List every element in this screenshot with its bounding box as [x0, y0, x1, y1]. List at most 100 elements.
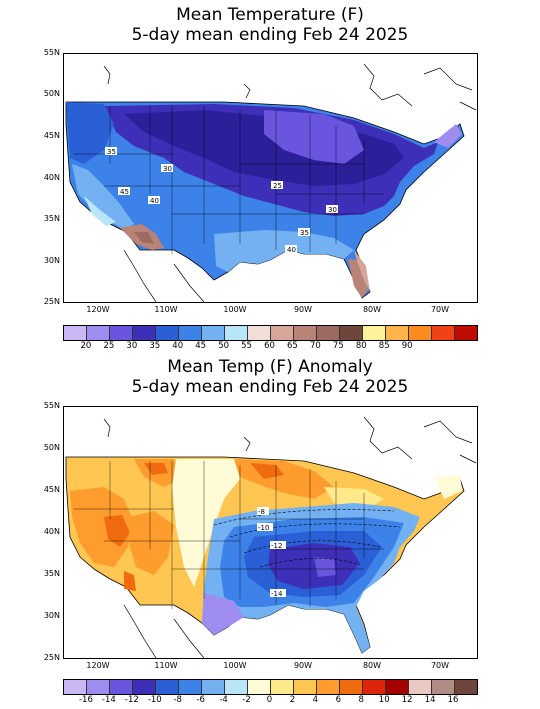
- bottom-subtitle: 5-day mean ending Feb 24 2025: [131, 377, 409, 397]
- contour-label: -14: [271, 590, 283, 598]
- colorbar-label: 40: [172, 341, 184, 351]
- lat-label: 40N: [43, 173, 60, 182]
- colorbar-label: 45: [195, 341, 207, 351]
- top-temperature-map: 35 30 45 40 25 30 35 40: [64, 54, 477, 302]
- contour-label: -12: [271, 542, 282, 550]
- colorbar-swatch: [317, 680, 340, 694]
- colorbar-swatch: [455, 326, 477, 340]
- colorbar-swatch: [340, 326, 363, 340]
- bottom-anomaly-map: -8 -10 -12 -14: [64, 407, 477, 658]
- colorbar-swatch: [87, 680, 110, 694]
- lon-label: 90W: [293, 305, 313, 314]
- top-subtitle: 5-day mean ending Feb 24 2025: [131, 25, 409, 45]
- colorbar-label: 20: [80, 341, 92, 351]
- colorbar-label: 25: [103, 341, 115, 351]
- contour-label: -10: [258, 524, 269, 532]
- lon-label: 80W: [362, 661, 382, 670]
- bottom-title: Mean Temp (F) Anomaly: [167, 357, 373, 377]
- lon-label: 100W: [223, 305, 247, 314]
- lat-label: 50N: [43, 443, 60, 452]
- lon-label: 120W: [86, 661, 110, 670]
- colorbar-swatch: [179, 680, 202, 694]
- colorbar-swatch: [225, 326, 248, 340]
- lat-label: 25N: [43, 297, 60, 306]
- colorbar-label: -8: [173, 695, 182, 705]
- colorbar-swatch: [64, 326, 87, 340]
- colorbar-swatch: [64, 680, 87, 694]
- colorbar-swatch: [87, 326, 110, 340]
- contour-label: 40: [287, 246, 296, 254]
- contour-label: 25: [273, 182, 282, 190]
- colorbar-swatch: [156, 680, 179, 694]
- colorbar-swatch: [432, 680, 455, 694]
- contour-label: 35: [300, 229, 309, 237]
- colorbar-swatch: [133, 680, 156, 694]
- colorbar-label: 16: [447, 695, 459, 705]
- colorbar-label: -6: [196, 695, 205, 705]
- contour-label: 30: [163, 165, 172, 173]
- colorbar-label: 30: [126, 341, 138, 351]
- contour-label: 35: [107, 148, 116, 156]
- contour-label: 40: [150, 197, 159, 205]
- colorbar-label: -12: [124, 695, 139, 705]
- colorbar-swatch: [294, 326, 317, 340]
- lat-label: 30N: [43, 611, 60, 620]
- colorbar-swatch: [363, 326, 386, 340]
- colorbar-swatch: [271, 326, 294, 340]
- colorbar-label: 8: [358, 695, 364, 705]
- colorbar-label: -16: [78, 695, 93, 705]
- colorbar-label: 6: [335, 695, 342, 705]
- colorbar-label: 50: [218, 341, 230, 351]
- colorbar-label: -14: [101, 695, 116, 705]
- colorbar-swatch: [386, 326, 409, 340]
- top-title: Mean Temperature (F): [176, 5, 364, 25]
- colorbar-label: 65: [287, 341, 298, 351]
- colorbar-label: 90: [401, 341, 413, 351]
- lat-label: 55N: [43, 48, 60, 57]
- colorbar-swatch: [340, 680, 363, 694]
- colorbar-label: 70: [309, 341, 321, 351]
- contour-label: 45: [120, 188, 129, 196]
- colorbar-label: 55: [241, 341, 252, 351]
- colorbar-swatch: [110, 326, 133, 340]
- colorbar-swatch: [455, 680, 477, 694]
- colorbar-swatch: [110, 680, 133, 694]
- lat-label: 50N: [43, 89, 60, 98]
- colorbar-swatch: [202, 680, 225, 694]
- bottom-map-panel: -8 -10 -12 -14: [63, 406, 478, 659]
- lon-label: 70W: [430, 661, 450, 670]
- lon-label: 110W: [154, 661, 178, 670]
- colorbar-label: 10: [378, 695, 390, 705]
- colorbar-swatch: [248, 326, 271, 340]
- bottom-colorbar: [63, 679, 478, 695]
- colorbar-swatch: [225, 680, 248, 694]
- colorbar-label: -2: [242, 695, 251, 705]
- lat-label: 45N: [43, 485, 60, 494]
- colorbar-label: 2: [289, 695, 296, 705]
- colorbar-swatch: [133, 326, 156, 340]
- colorbar-swatch: [386, 680, 409, 694]
- colorbar-swatch: [179, 326, 202, 340]
- colorbar-label: 0: [266, 695, 273, 705]
- lat-label: 35N: [43, 569, 60, 578]
- contour-label: -8: [258, 508, 265, 516]
- colorbar-label: 14: [424, 695, 436, 705]
- colorbar-swatch: [156, 326, 179, 340]
- colorbar-label: 75: [332, 341, 344, 351]
- colorbar-swatch: [363, 680, 386, 694]
- colorbar-label: 85: [378, 341, 390, 351]
- lat-label: 55N: [43, 401, 60, 410]
- lon-label: 90W: [293, 661, 313, 670]
- colorbar-label: 35: [149, 341, 161, 351]
- lat-label: 30N: [43, 256, 60, 265]
- colorbar-label: -10: [147, 695, 162, 705]
- colorbar-swatch: [271, 680, 294, 694]
- top-colorbar: [63, 325, 478, 341]
- lon-label: 80W: [362, 305, 382, 314]
- lon-label: 100W: [223, 661, 247, 670]
- lon-label: 70W: [430, 305, 450, 314]
- colorbar-label: 12: [401, 695, 413, 705]
- colorbar-swatch: [409, 326, 432, 340]
- colorbar-swatch: [432, 326, 455, 340]
- lat-label: 45N: [43, 131, 60, 140]
